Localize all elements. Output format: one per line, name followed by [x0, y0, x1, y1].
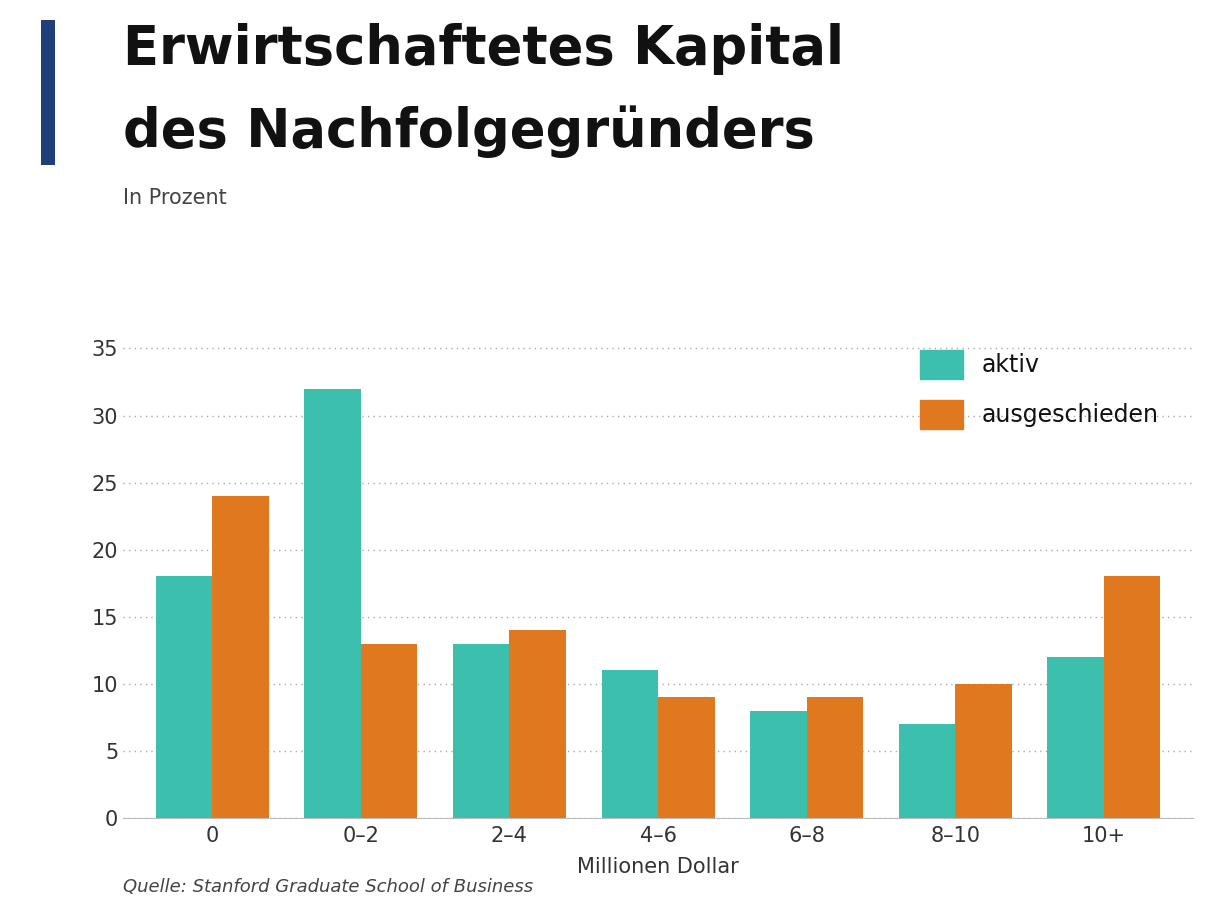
Bar [658, 698, 715, 818]
Text: des Nachfolgegründers: des Nachfolgegründers [123, 106, 814, 158]
Bar [1048, 657, 1105, 818]
Bar [807, 698, 863, 818]
Bar [304, 389, 360, 818]
Text: Erwirtschaftetes Kapital: Erwirtschaftetes Kapital [123, 23, 844, 75]
Legend: aktiv, ausgeschieden: aktiv, ausgeschieden [909, 338, 1171, 441]
Bar [509, 630, 566, 818]
Bar [1105, 576, 1160, 818]
Bar [899, 724, 956, 818]
Bar [156, 576, 212, 818]
Bar [360, 643, 417, 818]
Text: In Prozent: In Prozent [123, 188, 226, 209]
Bar [453, 643, 509, 818]
Text: Quelle: Stanford Graduate School of Business: Quelle: Stanford Graduate School of Busi… [123, 878, 533, 896]
Bar [212, 496, 268, 818]
Bar [956, 684, 1012, 818]
X-axis label: Millionen Dollar: Millionen Dollar [577, 857, 739, 878]
Bar [601, 670, 658, 818]
Bar [750, 710, 807, 818]
